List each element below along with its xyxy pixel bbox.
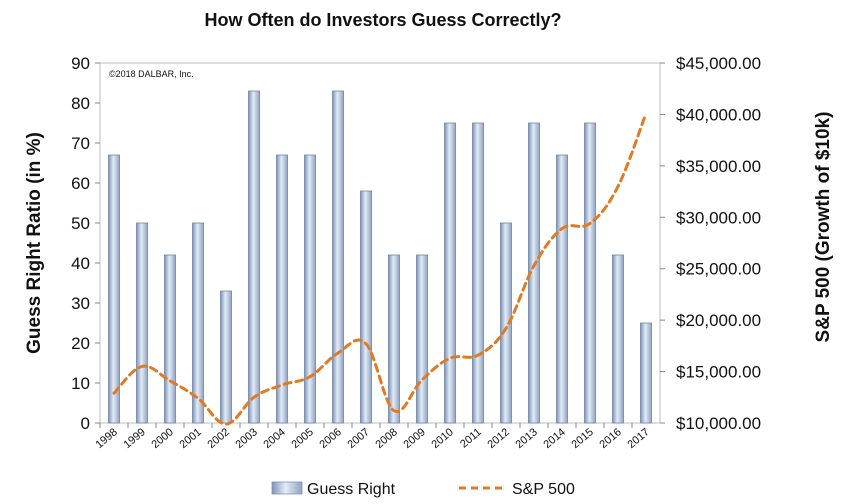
- x-tick-label: 2008: [373, 426, 399, 451]
- x-tick-label: 2011: [458, 426, 484, 450]
- bar-2001: [192, 222, 204, 424]
- chart-title: How Often do Investors Guess Correctly?: [204, 10, 561, 30]
- bar-2003: [248, 90, 260, 424]
- bar-2012: [500, 222, 512, 424]
- left-axis-ticks: 0 10 20 30 40 50 60 70 80 90: [71, 54, 100, 433]
- x-tick-label: 1998: [93, 426, 119, 451]
- left-tick-label: 0: [81, 414, 90, 433]
- x-tick-label: 2003: [233, 426, 259, 451]
- right-tick-label: $40,000.00: [676, 105, 761, 124]
- left-tick-label: 70: [71, 134, 90, 153]
- bar-2008: [388, 254, 400, 424]
- left-tick-label: 50: [71, 214, 90, 233]
- left-tick-label: 60: [71, 174, 90, 193]
- x-axis-ticks: 1998 1999 2000 2001 2002 2003 2004 2005 2006 2007…: [93, 423, 652, 451]
- x-tick-label: 2000: [149, 426, 175, 451]
- bar-series: [108, 90, 652, 424]
- bar-2000: [164, 254, 176, 424]
- left-tick-label: 10: [71, 374, 90, 393]
- sp500-line: [112, 111, 648, 426]
- bar-2004: [276, 154, 288, 424]
- bar-2005: [304, 154, 316, 424]
- x-tick-label: 2017: [625, 426, 651, 451]
- bar-2002: [220, 290, 232, 424]
- x-tick-label: 2009: [401, 426, 427, 451]
- right-tick-label: $10,000.00: [676, 414, 761, 433]
- legend-bar-swatch: [271, 481, 303, 495]
- x-tick-label: 2004: [261, 426, 287, 451]
- right-tick-label: $20,000.00: [676, 311, 761, 330]
- x-tick-label: 2006: [317, 426, 343, 451]
- right-tick-label: $25,000.00: [676, 260, 761, 279]
- right-tick-label: $15,000.00: [676, 363, 761, 382]
- left-tick-label: 20: [71, 334, 90, 353]
- x-tick-label: 2016: [597, 426, 623, 451]
- x-tick-label: 2015: [569, 426, 595, 451]
- bar-1998: [108, 154, 120, 424]
- bar-2009: [416, 254, 428, 424]
- left-tick-label: 90: [71, 54, 90, 73]
- bar-2017: [640, 322, 652, 424]
- left-axis-label: Guess Right Ratio (in %): [24, 132, 45, 354]
- x-tick-label: 2001: [177, 426, 203, 451]
- right-axis-label: S&P 500 (Growth of $10k): [813, 112, 834, 343]
- right-tick-label: $35,000.00: [676, 157, 761, 176]
- bar-2013: [528, 122, 540, 424]
- x-tick-label: 1999: [121, 426, 147, 451]
- bar-2011: [472, 122, 484, 424]
- x-tick-label: 2012: [485, 426, 511, 451]
- left-tick-label: 40: [71, 254, 90, 273]
- bar-2015: [584, 122, 596, 424]
- x-tick-label: 2014: [541, 426, 567, 451]
- x-tick-label: 2002: [205, 426, 231, 451]
- right-tick-label: $30,000.00: [676, 208, 761, 227]
- plot-area: [99, 62, 661, 424]
- bar-2010: [444, 122, 456, 424]
- right-tick-label: $45,000.00: [676, 54, 761, 73]
- right-axis-ticks: $10,000.00 $15,000.00 $20,000.00 $25,000.00…: [660, 54, 761, 433]
- copyright-note: ©2018 DALBAR, Inc.: [109, 69, 194, 79]
- legend-bar-label: Guess Right: [307, 481, 396, 498]
- left-tick-label: 30: [71, 294, 90, 313]
- x-tick-label: 2010: [429, 426, 455, 451]
- x-tick-label: 2005: [289, 426, 315, 451]
- x-tick-label: 2013: [513, 426, 539, 451]
- bar-1999: [136, 222, 148, 424]
- left-tick-label: 80: [71, 94, 90, 113]
- legend: Guess Right S&P 500: [271, 481, 575, 498]
- x-tick-label: 2007: [345, 426, 371, 451]
- bar-2016: [612, 254, 624, 424]
- legend-line-label: S&P 500: [512, 481, 575, 498]
- bar-2007: [360, 190, 372, 424]
- bar-2014: [556, 154, 568, 424]
- bar-2006: [332, 90, 344, 424]
